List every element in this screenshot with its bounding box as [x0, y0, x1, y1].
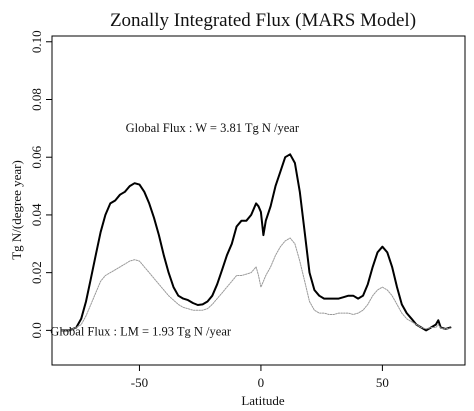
plot-frame [51, 35, 466, 366]
x-tick-label: 50 [376, 375, 389, 390]
y-tick-label: 0.0 [29, 322, 44, 338]
x-axis-label: Latitude [241, 393, 285, 408]
x-tick-label: -50 [131, 375, 148, 390]
y-axis-label: Tg N/(degree year) [9, 160, 24, 260]
y-tick-label: 0.08 [29, 88, 44, 111]
x-tick-label: 0 [258, 375, 265, 390]
series-line-1 [60, 153, 452, 332]
series-line-2 [61, 237, 451, 331]
y-tick-label: 0.04 [29, 203, 44, 226]
y-tick-label: 0.06 [29, 145, 44, 168]
y-tick-label: 0.10 [29, 30, 44, 53]
y-tick-label: 0.02 [29, 261, 44, 284]
annotation-w-flux: Global Flux : W = 3.81 Tg N /year [126, 121, 300, 135]
annotation-lm-flux: Global Flux : LM = 1.93 Tg N /year [50, 325, 232, 339]
chart-title: Zonally Integrated Flux (MARS Model) [110, 10, 416, 31]
